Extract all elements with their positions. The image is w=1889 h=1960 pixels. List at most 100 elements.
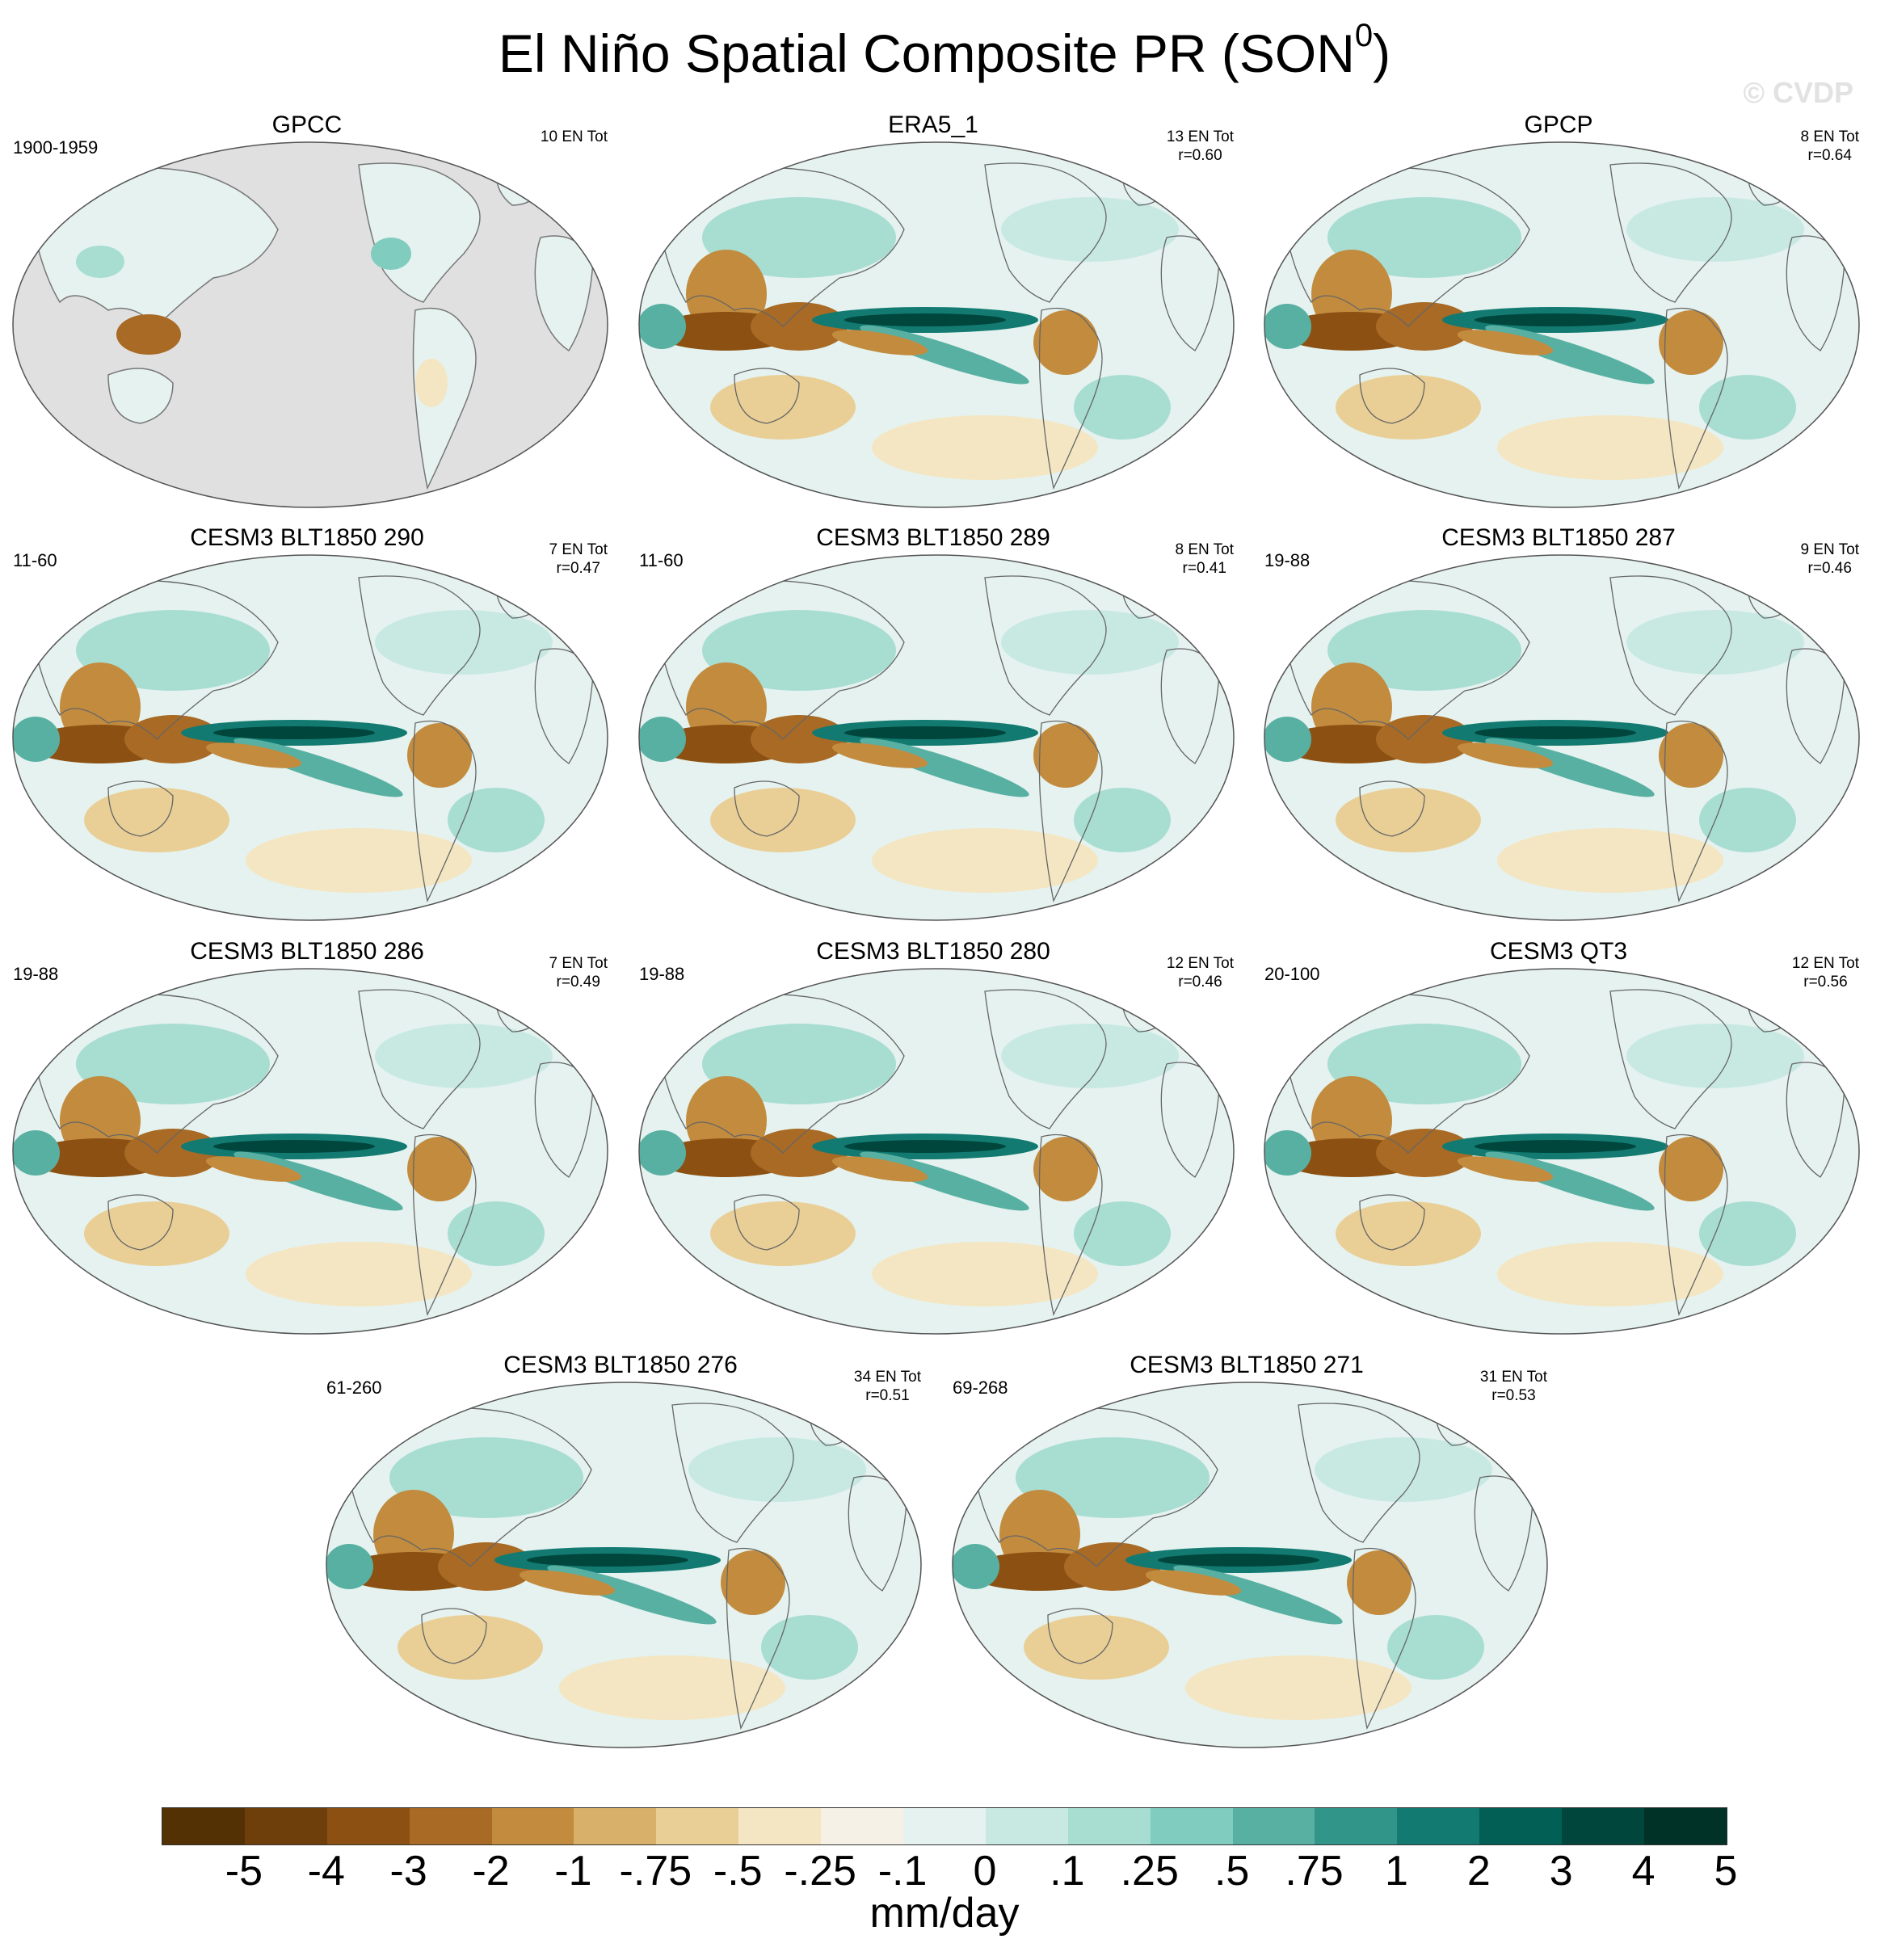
map-border xyxy=(12,141,608,508)
anomaly-wet-northpac xyxy=(1327,610,1521,691)
anomaly-wet-core xyxy=(844,726,1006,739)
panel-stats: 13 EN Tot r=0.60 xyxy=(1167,128,1234,165)
map-panel: CESM3 BLT1850 280 19-88 12 EN Tot r=0.46 xyxy=(626,933,1240,1337)
world-map xyxy=(1264,141,1860,508)
anomaly-wet-northpac xyxy=(702,197,896,278)
map-panel: CESM3 BLT1850 271 69-268 31 EN Tot r=0.53 xyxy=(940,1347,1554,1751)
figure-title: El Niño Spatial Composite PR (SON0) xyxy=(498,18,1391,83)
coastline-3 xyxy=(1047,1608,1113,1664)
world-map xyxy=(326,1382,922,1748)
anomaly-dry-australia xyxy=(84,788,229,852)
anomaly-wet-atlantic xyxy=(1315,1437,1492,1502)
panel-stats: 10 EN Tot xyxy=(541,128,608,146)
pattern-correlation: r=0.53 xyxy=(1491,1387,1536,1404)
map-border xyxy=(12,554,608,921)
anomaly-wet-africa-coast xyxy=(1264,1130,1311,1176)
coastline-0 xyxy=(27,579,279,740)
anomaly-wet-core xyxy=(213,726,375,739)
anomaly-wet-atlantic xyxy=(1626,1024,1804,1088)
world-map xyxy=(638,554,1235,921)
colorbar xyxy=(162,1807,1727,1845)
coastline-0 xyxy=(340,1407,592,1567)
anomaly-wet-southatl xyxy=(1699,375,1796,440)
pattern-correlation: r=0.56 xyxy=(1803,974,1848,991)
coastline-1 xyxy=(984,989,1107,1129)
pattern-correlation: r=0.51 xyxy=(865,1387,910,1404)
coastline-2 xyxy=(726,1547,790,1730)
panel-years: 61-260 xyxy=(326,1377,382,1398)
coastline-0 xyxy=(27,993,279,1154)
pattern-correlation: r=0.64 xyxy=(1807,147,1852,164)
anomaly-wet-northpac xyxy=(76,610,270,691)
anomaly-dry-southpac xyxy=(872,415,1098,480)
panel-stats: 7 EN Tot r=0.49 xyxy=(549,954,608,991)
anomaly-dry-westpac xyxy=(205,1156,302,1182)
colorbar-tick-label: .75 xyxy=(1285,1848,1344,1895)
colorbar-cell xyxy=(903,1808,986,1844)
colorbar-cell xyxy=(491,1808,574,1844)
anomaly-dry-southpac xyxy=(1497,1242,1723,1306)
anomaly-wet-atlantic xyxy=(1001,1024,1179,1088)
anomaly-wet-southatl xyxy=(448,788,545,852)
colorbar-tick-label: -1 xyxy=(554,1848,592,1895)
map-border xyxy=(638,554,1235,921)
event-count: 8 EN Tot xyxy=(1800,128,1859,145)
anomaly-wet-southatl xyxy=(1074,1201,1171,1266)
coastline-0 xyxy=(1278,579,1530,740)
panel-stats: 31 EN Tot r=0.53 xyxy=(1480,1368,1547,1405)
anomaly-dry-amazon xyxy=(1659,1137,1723,1201)
anomaly-wet-core xyxy=(1158,1554,1319,1567)
cvdp-watermark: © CVDP xyxy=(1743,76,1853,109)
anomaly-wet-northpac xyxy=(1016,1437,1210,1518)
anomaly-wet-atlantic xyxy=(375,1024,553,1088)
anomaly-dry-amazon xyxy=(1033,723,1098,788)
colorbar-tick-label: -.25 xyxy=(784,1848,856,1895)
anomaly-dry-indonesia xyxy=(751,1129,848,1177)
anomaly-dry-westpac xyxy=(205,742,302,768)
anomaly-wet-southatl xyxy=(1387,1615,1484,1680)
anomaly-dry-westpac xyxy=(831,742,928,768)
panel-years: 11-60 xyxy=(13,550,57,570)
map-panel: CESM3 BLT1850 287 19-88 9 EN Tot r=0.46 xyxy=(1252,519,1866,923)
map-panel: GPCP 8 EN Tot r=0.64 xyxy=(1252,107,1866,511)
colorbar-tick-label: 3 xyxy=(1549,1848,1573,1895)
panel-years: 20-100 xyxy=(1264,964,1320,984)
anomaly-dry-westpac xyxy=(1457,1156,1554,1182)
anomaly-dry-westpac xyxy=(831,330,928,355)
anomaly-dry-amazon xyxy=(721,1550,785,1615)
anomaly-wet-northpac xyxy=(702,610,896,691)
colorbar-cell xyxy=(656,1808,739,1844)
colorbar-cell xyxy=(1479,1808,1563,1844)
anomaly-dry-westpac xyxy=(1457,330,1554,355)
anomaly-wet-atlantic xyxy=(375,610,553,675)
anomaly-wet-africa-coast xyxy=(639,304,686,349)
pattern-correlation: r=0.60 xyxy=(1178,147,1222,164)
anomaly-dry-maritime xyxy=(116,314,181,355)
pattern-correlation: r=0.41 xyxy=(1182,560,1226,577)
anomaly-dry-southpac xyxy=(872,1242,1098,1306)
event-count: 10 EN Tot xyxy=(540,128,608,145)
colorbar-cell xyxy=(409,1808,492,1844)
continent-0 xyxy=(27,166,279,328)
world-map xyxy=(1264,968,1860,1335)
panel-title: GPCP xyxy=(1524,111,1593,138)
coastline-0 xyxy=(1278,166,1530,327)
anomaly-dry-southpac xyxy=(1497,415,1723,480)
colorbar-tick-label: -.1 xyxy=(877,1848,928,1895)
panel-title: GPCC xyxy=(271,111,343,138)
event-count: 31 EN Tot xyxy=(1479,1369,1547,1386)
anomaly-dry-indonesia xyxy=(1376,1129,1473,1177)
pattern-correlation: r=0.49 xyxy=(556,974,600,991)
panel-title: ERA5_1 xyxy=(888,111,978,138)
event-count: 34 EN Tot xyxy=(853,1369,921,1386)
panel-title: CESM3 BLT1850 287 xyxy=(1441,524,1676,551)
map-panel: CESM3 BLT1850 290 11-60 7 EN Tot r=0.47 xyxy=(0,519,614,923)
anomaly-dry-southpac xyxy=(246,1242,472,1306)
coastline-0 xyxy=(653,579,905,740)
anomaly-wet-core xyxy=(1475,313,1636,326)
coastline-3 xyxy=(734,1194,800,1251)
anomaly-dry-amazon xyxy=(1659,723,1723,788)
map-panel: CESM3 QT3 20-100 12 EN Tot r=0.56 xyxy=(1252,933,1866,1337)
anomaly-dry-westpac xyxy=(1457,742,1554,768)
anomaly-wet-atlantic xyxy=(1001,197,1179,262)
